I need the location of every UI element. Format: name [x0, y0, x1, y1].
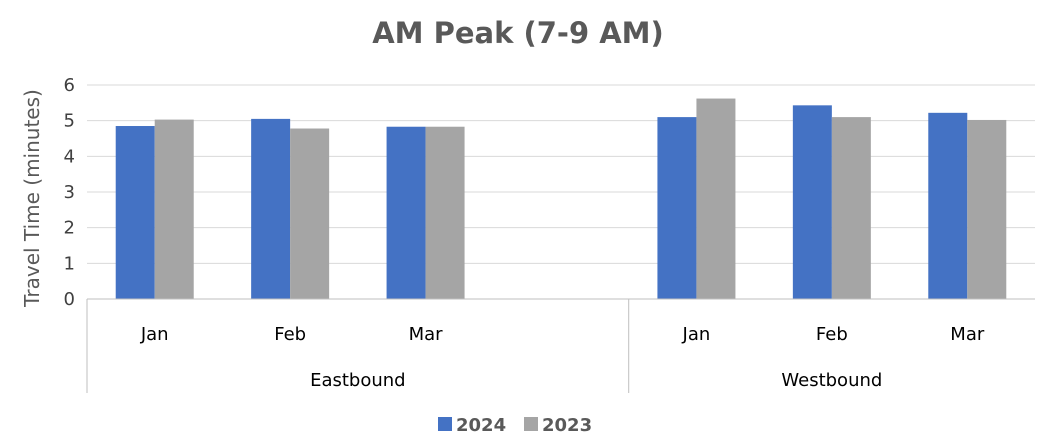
y-tick-label: 6 [64, 75, 75, 96]
x-tick-label: Mar [950, 324, 985, 345]
bars [115, 98, 1007, 300]
bar-2024 [251, 118, 291, 299]
y-tick-label: 3 [64, 182, 75, 203]
legend-swatch [524, 417, 538, 431]
gridlines [87, 84, 1035, 264]
x-tick-label: Mar [409, 324, 444, 345]
bar-2024 [657, 117, 697, 299]
bar-2023 [831, 117, 871, 299]
bar-2023 [967, 119, 1007, 299]
x-group-label: Westbound [781, 370, 882, 391]
bar-2024 [928, 112, 968, 299]
legend: 2024 2023 [438, 415, 592, 436]
y-axis-ticks: 0 1 2 3 4 5 6 [64, 75, 75, 310]
legend-label: 2024 [456, 415, 506, 436]
y-tick-label: 4 [64, 146, 75, 167]
bar-2023 [154, 119, 194, 299]
y-tick-label: 1 [64, 253, 75, 274]
bar-2024 [386, 126, 426, 299]
legend-swatch [438, 417, 452, 431]
x-group-label: Eastbound [310, 370, 406, 391]
y-axis-title: Travel Time (minutes) [20, 89, 44, 308]
y-tick-label: 2 [64, 218, 75, 239]
x-tick-label: Feb [274, 324, 306, 345]
bar-2023 [290, 128, 330, 299]
legend-label: 2023 [542, 415, 592, 436]
x-axis: Jan Feb Mar Eastbound Jan Feb Mar Westbound [86, 298, 1035, 393]
y-tick-label: 0 [64, 289, 75, 310]
bar-2024 [792, 105, 832, 299]
bar-2023 [425, 126, 465, 299]
chart-title: AM Peak (7-9 AM) [372, 16, 664, 50]
x-tick-label: Feb [816, 324, 848, 345]
bar-2024 [115, 126, 155, 300]
bar-2023 [696, 98, 736, 299]
x-tick-label: Jan [682, 324, 711, 345]
y-tick-label: 5 [64, 111, 75, 132]
x-tick-label: Jan [140, 324, 169, 345]
